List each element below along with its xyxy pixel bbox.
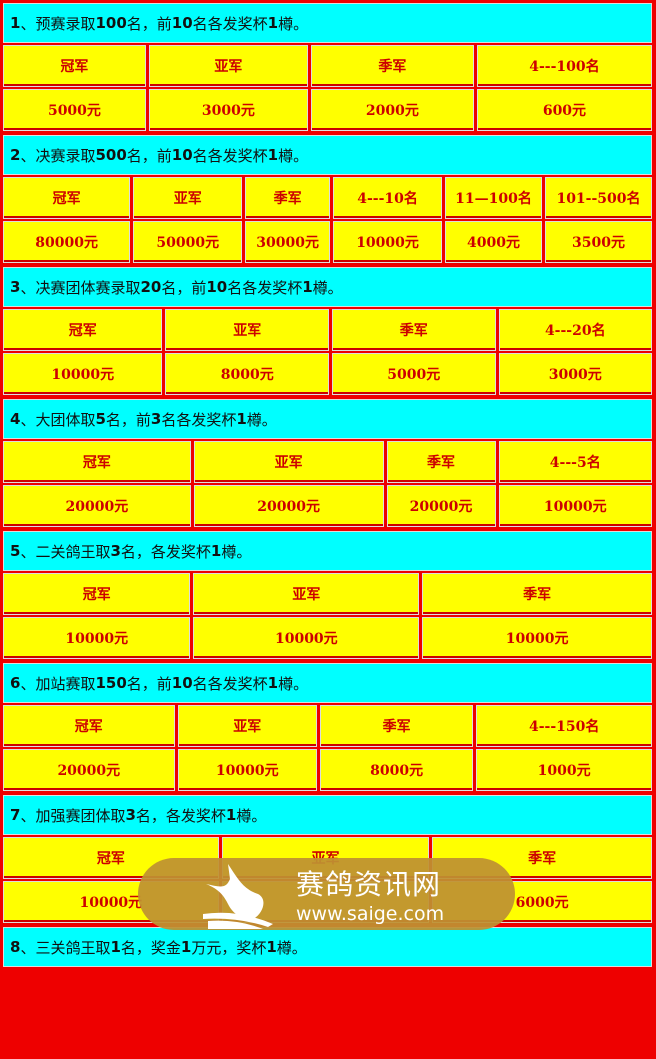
prize-cell: 10000元 <box>333 221 443 263</box>
rank-cell: 4---5名 <box>498 441 652 483</box>
rank-cell: 4---150名 <box>476 705 652 747</box>
section-title: 7 、加强赛团体取 3 名，各发奖杯 1 樽。 <box>3 795 652 835</box>
rank-row: 冠军亚军季军 <box>3 573 652 615</box>
rank-cell: 季军 <box>386 441 496 483</box>
prize-cell: 4000元 <box>445 221 542 263</box>
section-title: 3 、决赛团体赛录取 20 名，前 10 名各发奖杯 1 樽。 <box>3 267 652 307</box>
rank-cell: 亚军 <box>133 177 243 219</box>
prize-section: 1 、预赛录取 100 名，前 10 名各发奖杯 1 樽。 冠军 亚军 季军 4---100名 5000… <box>3 3 652 135</box>
rank-cell: 4---20名 <box>498 309 652 351</box>
rank-cell: 4---10名 <box>333 177 443 219</box>
rank-row: 冠军 亚军 季军 4---5名 <box>3 441 652 483</box>
prize-cell: 10000元 <box>3 353 163 395</box>
rank-row: 冠军 亚军 季军 4---10名 11—100名 101--500名 <box>3 177 652 219</box>
prize-cell: 30000元 <box>245 221 331 263</box>
prize-cell: 10000元 <box>193 617 420 659</box>
prize-cell: 600元 <box>476 89 652 131</box>
prize-section: 6 、加站赛取 150 名，前 10 名各发奖杯 1 樽。 冠军 亚军 季军 4---150名 2000… <box>3 663 652 795</box>
prize-cell: 10000元 <box>422 617 652 659</box>
prize-row: 80000元 50000元 30000元 10000元 4000元 3500元 <box>3 221 652 263</box>
prize-section: 4 、大团体取 5 名，前 3 名各发奖杯 1 樽。 冠军 亚军 季军 4---5名 20000元 200… <box>3 399 652 531</box>
rank-cell: 亚军 <box>148 45 308 87</box>
rank-row: 冠军 亚军 季军 4---100名 <box>3 45 652 87</box>
section-title: 6 、加站赛取 150 名，前 10 名各发奖杯 1 樽。 <box>3 663 652 703</box>
rank-cell: 亚军 <box>165 309 330 351</box>
rank-cell: 101--500名 <box>544 177 652 219</box>
rank-cell: 冠军 <box>3 177 131 219</box>
prize-section: 3 、决赛团体赛录取 20 名，前 10 名各发奖杯 1 樽。 冠军 亚军 季军 4---20名 100… <box>3 267 652 399</box>
watermark-name: 赛鸽资讯网 <box>296 868 442 901</box>
rank-cell: 冠军 <box>3 309 163 351</box>
rank-cell: 季军 <box>245 177 331 219</box>
prize-cell: 10000元 <box>177 749 317 791</box>
rank-cell: 亚军 <box>193 441 384 483</box>
prize-cell: 20000元 <box>386 485 496 527</box>
prize-cell: 10000元 <box>3 617 191 659</box>
prize-row: 20000元 10000元 8000元 1000元 <box>3 749 652 791</box>
prize-cell: 8000元 <box>319 749 474 791</box>
rank-cell: 冠军 <box>3 573 191 615</box>
rank-cell: 冠军 <box>3 705 175 747</box>
rank-cell: 冠军 <box>3 441 191 483</box>
section-title: 8 、三关鸽王取 1 名，奖金 1 万元，奖杯 1 樽。 <box>3 927 652 967</box>
prize-section: 5 、二关鸽王取 3 名，各发奖杯 1 樽。 冠军 亚军 季军 10000元 10000元 10000… <box>3 531 652 663</box>
prize-section: 8 、三关鸽王取 1 名，奖金 1 万元，奖杯 1 樽。 <box>3 927 652 1059</box>
prize-row: 20000元 20000元 20000元 10000元 <box>3 485 652 527</box>
prize-row: 10000元 10000元 10000元 <box>3 617 652 659</box>
prize-cell: 3000元 <box>498 353 652 395</box>
watermark-url: www.saige.com <box>296 903 445 925</box>
section-title: 5 、二关鸽王取 3 名，各发奖杯 1 樽。 <box>3 531 652 571</box>
prize-cell: 20000元 <box>193 485 384 527</box>
section-title: 1 、预赛录取 100 名，前 10 名各发奖杯 1 樽。 <box>3 3 652 43</box>
section-title: 4 、大团体取 5 名，前 3 名各发奖杯 1 樽。 <box>3 399 652 439</box>
prize-row: 10000元 8000元 5000元 3000元 <box>3 353 652 395</box>
prize-cell: 50000元 <box>133 221 243 263</box>
rank-cell: 亚军 <box>193 573 420 615</box>
rank-cell: 季军 <box>310 45 474 87</box>
prize-section: 2 、决赛录取 500 名，前 10 名各发奖杯 1 樽。 冠军 亚军 季军 4---10名 11—10… <box>3 135 652 267</box>
prize-cell: 5000元 <box>332 353 496 395</box>
rank-cell: 冠军 <box>3 45 146 87</box>
rank-row: 冠军 亚军 季军 4---20名 <box>3 309 652 351</box>
section-title: 2 、决赛录取 500 名，前 10 名各发奖杯 1 樽。 <box>3 135 652 175</box>
prize-cell: 10000元 <box>498 485 652 527</box>
rank-cell: 11—100名 <box>445 177 542 219</box>
rank-cell: 季军 <box>319 705 474 747</box>
watermark: 赛鸽资讯网 www.saige.com <box>138 858 515 930</box>
rank-cell: 季军 <box>332 309 496 351</box>
prize-cell: 20000元 <box>3 749 175 791</box>
pigeon-logo-icon <box>203 864 273 929</box>
prize-cell: 3000元 <box>148 89 308 131</box>
rank-cell: 4---100名 <box>476 45 652 87</box>
prize-cell: 80000元 <box>3 221 131 263</box>
prize-cell: 5000元 <box>3 89 146 131</box>
rank-cell: 亚军 <box>177 705 317 747</box>
prize-row: 5000元 3000元 2000元 600元 <box>3 89 652 131</box>
prize-cell: 8000元 <box>165 353 330 395</box>
prize-cell: 3500元 <box>544 221 652 263</box>
prize-cell: 1000元 <box>476 749 652 791</box>
rank-row: 冠军 亚军 季军 4---150名 <box>3 705 652 747</box>
prize-cell: 2000元 <box>310 89 474 131</box>
prize-cell: 20000元 <box>3 485 191 527</box>
rank-cell: 季军 <box>422 573 652 615</box>
